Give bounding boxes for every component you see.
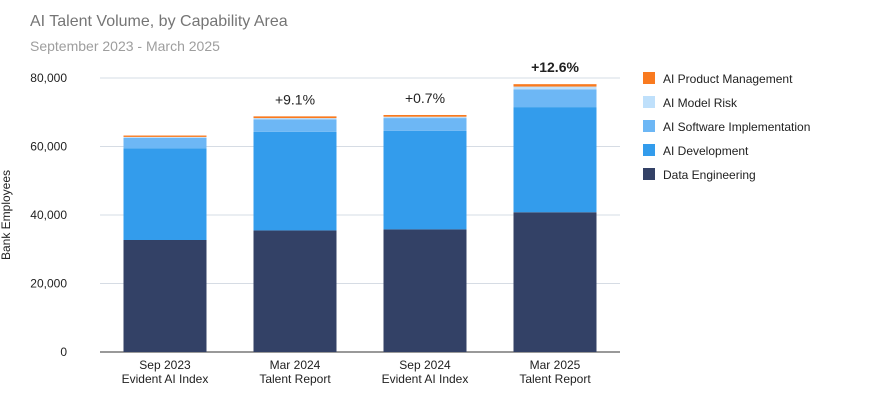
legend-label: AI Development xyxy=(663,144,749,158)
bar-segment xyxy=(253,118,337,120)
bar-segment xyxy=(123,137,207,149)
bar-segment xyxy=(123,148,207,241)
growth-annotation: +0.7% xyxy=(405,90,445,106)
legend-label: AI Model Risk xyxy=(663,96,738,110)
y-tick-label: 0 xyxy=(60,345,67,359)
bar-segment xyxy=(383,114,467,117)
bar-segment xyxy=(383,116,467,119)
x-tick-label: Talent Report xyxy=(259,372,331,386)
y-tick-label: 40,000 xyxy=(30,208,67,222)
legend-swatch xyxy=(643,168,655,180)
x-tick-label: Mar 2024 xyxy=(270,358,321,372)
legend-label: AI Product Management xyxy=(663,72,793,86)
bar-segment xyxy=(383,118,467,131)
bar-segment xyxy=(513,107,597,213)
growth-annotation: +9.1% xyxy=(275,91,315,107)
bar-segment xyxy=(513,212,597,352)
x-tick-label: Sep 2024 xyxy=(399,358,451,372)
x-tick-label: Talent Report xyxy=(519,372,591,386)
x-tick-label: Evident AI Index xyxy=(122,372,209,386)
bar-segment xyxy=(253,131,337,231)
y-tick-label: 60,000 xyxy=(30,140,67,154)
bar-segment xyxy=(253,116,337,119)
bar-segment xyxy=(513,84,597,87)
legend-label: AI Software Implementation xyxy=(663,120,810,134)
chart-subtitle: September 2023 - March 2025 xyxy=(30,38,220,54)
bar-segment xyxy=(123,135,207,137)
bar-segment xyxy=(513,89,597,108)
y-tick-label: 20,000 xyxy=(30,277,67,291)
y-tick-label: 80,000 xyxy=(30,71,67,85)
x-tick-label: Mar 2025 xyxy=(530,358,581,372)
x-tick-label: Sep 2023 xyxy=(139,358,191,372)
bar-segment xyxy=(513,86,597,90)
x-tick-label: Evident AI Index xyxy=(382,372,469,386)
bar-segment xyxy=(253,230,337,352)
growth-annotation: +12.6% xyxy=(531,59,579,75)
y-axis-label: Bank Employees xyxy=(0,170,13,260)
chart-title: AI Talent Volume, by Capability Area xyxy=(30,13,288,30)
legend-swatch xyxy=(643,144,655,156)
bar-segment xyxy=(123,240,207,352)
bar-segment xyxy=(123,136,207,138)
bar-segment xyxy=(383,229,467,352)
legend-swatch xyxy=(643,120,655,132)
bar-segment xyxy=(253,119,337,132)
legend-swatch xyxy=(643,96,655,108)
legend-swatch xyxy=(643,72,655,84)
legend-label: Data Engineering xyxy=(663,168,756,182)
bar-segment xyxy=(383,130,467,230)
